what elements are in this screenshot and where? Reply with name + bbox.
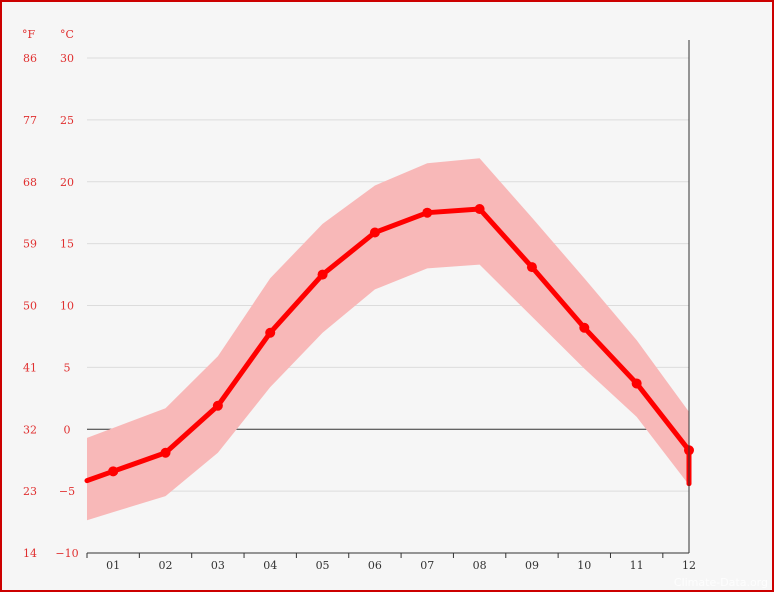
data-point <box>212 400 223 411</box>
data-point <box>317 269 328 280</box>
y-tick-label-fahrenheit: 86 <box>23 52 37 65</box>
data-point <box>265 327 276 338</box>
y-tick-label-fahrenheit: 68 <box>23 176 37 189</box>
y-tick-label-celsius: −10 <box>55 547 78 560</box>
fahrenheit-unit-label: °F <box>22 28 36 41</box>
y-tick-label-celsius: −5 <box>59 485 75 498</box>
watermark: Climate-Data.org <box>673 576 768 589</box>
y-tick-label-fahrenheit: 59 <box>23 238 37 251</box>
data-point <box>108 466 119 477</box>
y-tick-label-celsius: 25 <box>60 114 74 127</box>
x-tick-label: 02 <box>159 559 173 572</box>
x-tick-label: 12 <box>682 559 696 572</box>
data-point <box>631 378 642 389</box>
y-tick-label-fahrenheit: 14 <box>23 547 37 560</box>
data-point <box>422 207 433 218</box>
x-tick-label: 07 <box>420 559 434 572</box>
x-tick-label: 11 <box>630 559 644 572</box>
y-tick-label-fahrenheit: 50 <box>23 300 37 313</box>
x-tick-label: 09 <box>525 559 539 572</box>
y-tick-label-celsius: 30 <box>60 52 74 65</box>
y-tick-label-fahrenheit: 23 <box>23 485 37 498</box>
data-point <box>369 227 380 238</box>
x-tick-label: 06 <box>368 559 382 572</box>
data-point <box>474 203 485 214</box>
temperature-range-band <box>87 158 689 521</box>
data-point <box>526 262 537 273</box>
x-tick-label: 04 <box>263 559 277 572</box>
average-temperature-line <box>84 206 692 487</box>
x-tick-label: 08 <box>473 559 487 572</box>
x-tick-label: 05 <box>316 559 330 572</box>
y-tick-label-fahrenheit: 77 <box>23 114 37 127</box>
x-tick-label: 10 <box>577 559 591 572</box>
data-point <box>579 322 590 333</box>
y-tick-label-fahrenheit: 32 <box>23 423 37 436</box>
y-tick-label-celsius: 5 <box>64 361 71 374</box>
y-tick-label-celsius: 0 <box>64 423 71 436</box>
y-tick-label-celsius: 20 <box>60 176 74 189</box>
x-tick-label: 03 <box>211 559 225 572</box>
y-tick-label-celsius: 15 <box>60 238 74 251</box>
data-point <box>160 447 171 458</box>
celsius-unit-label: °C <box>60 28 74 41</box>
y-tick-label-celsius: 10 <box>60 300 74 313</box>
y-tick-label-fahrenheit: 41 <box>23 361 37 374</box>
x-tick-label: 01 <box>106 559 120 572</box>
